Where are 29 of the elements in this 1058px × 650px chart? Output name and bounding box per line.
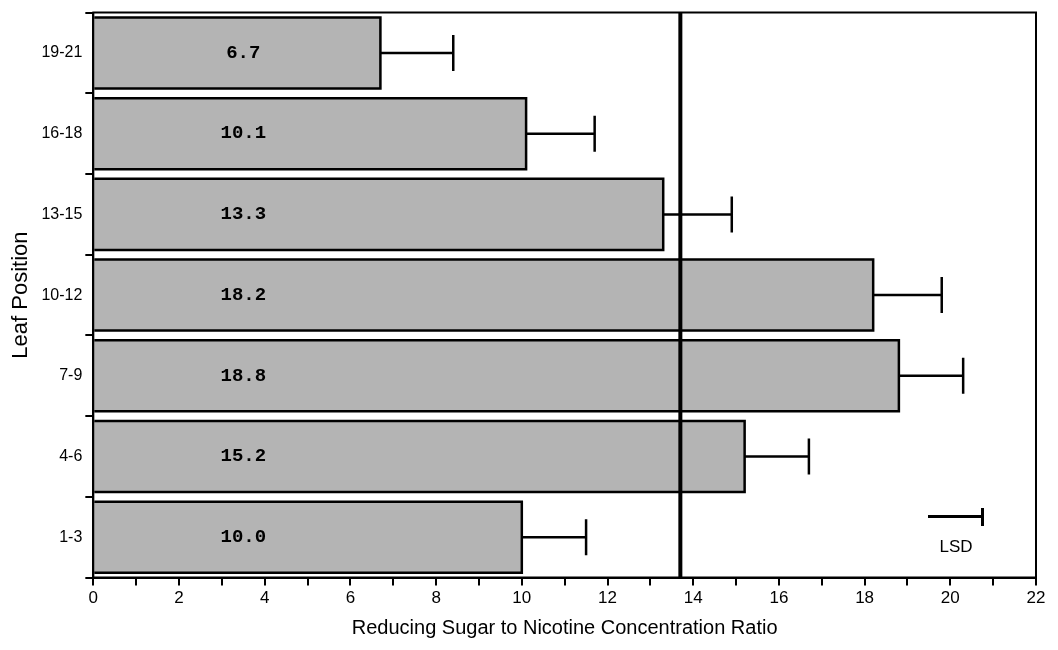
y-tick-label: 4-6 [59,446,83,464]
annotation: LSD [939,537,973,557]
x-tick-label: 16 [769,588,789,608]
x-tick-label: 14 [683,588,703,608]
x-axis-title: Reducing Sugar to Nicotine Concentration Ratio [351,615,778,638]
x-tick-label: 8 [431,588,441,608]
x-tick-label: 0 [88,588,99,608]
data-label: 18.8 [220,364,267,387]
data-label: 18.2 [220,283,267,306]
data-label: 6.7 [226,41,261,64]
y-tick-label: 19-21 [41,43,83,61]
x-tick-label: 18 [855,588,875,608]
y-tick-label: 7-9 [59,366,83,384]
x-tick-label: 6 [345,588,356,608]
data-label: 10.0 [220,526,267,549]
y-tick-label: 10-12 [41,285,83,303]
x-tick-label: 20 [940,588,960,608]
y-axis-title: Leaf Position [7,231,33,359]
y-tick-label: 16-18 [41,124,83,142]
x-tick-label: 2 [174,588,184,608]
y-tick-label: 1-3 [59,527,83,545]
data-label: 10.1 [220,122,267,145]
x-tick-label: 10 [512,588,532,608]
x-tick-label: 4 [259,588,270,608]
data-label: 15.2 [220,445,267,468]
y-tick-label: 13-15 [41,204,83,222]
x-tick-label: 12 [598,588,617,608]
data-label: 13.3 [220,203,267,226]
x-tick-label: 22 [1026,588,1046,608]
